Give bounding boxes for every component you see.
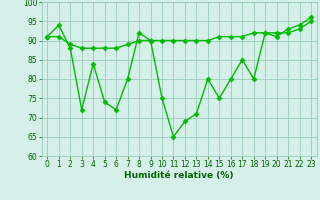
X-axis label: Humidité relative (%): Humidité relative (%) bbox=[124, 171, 234, 180]
